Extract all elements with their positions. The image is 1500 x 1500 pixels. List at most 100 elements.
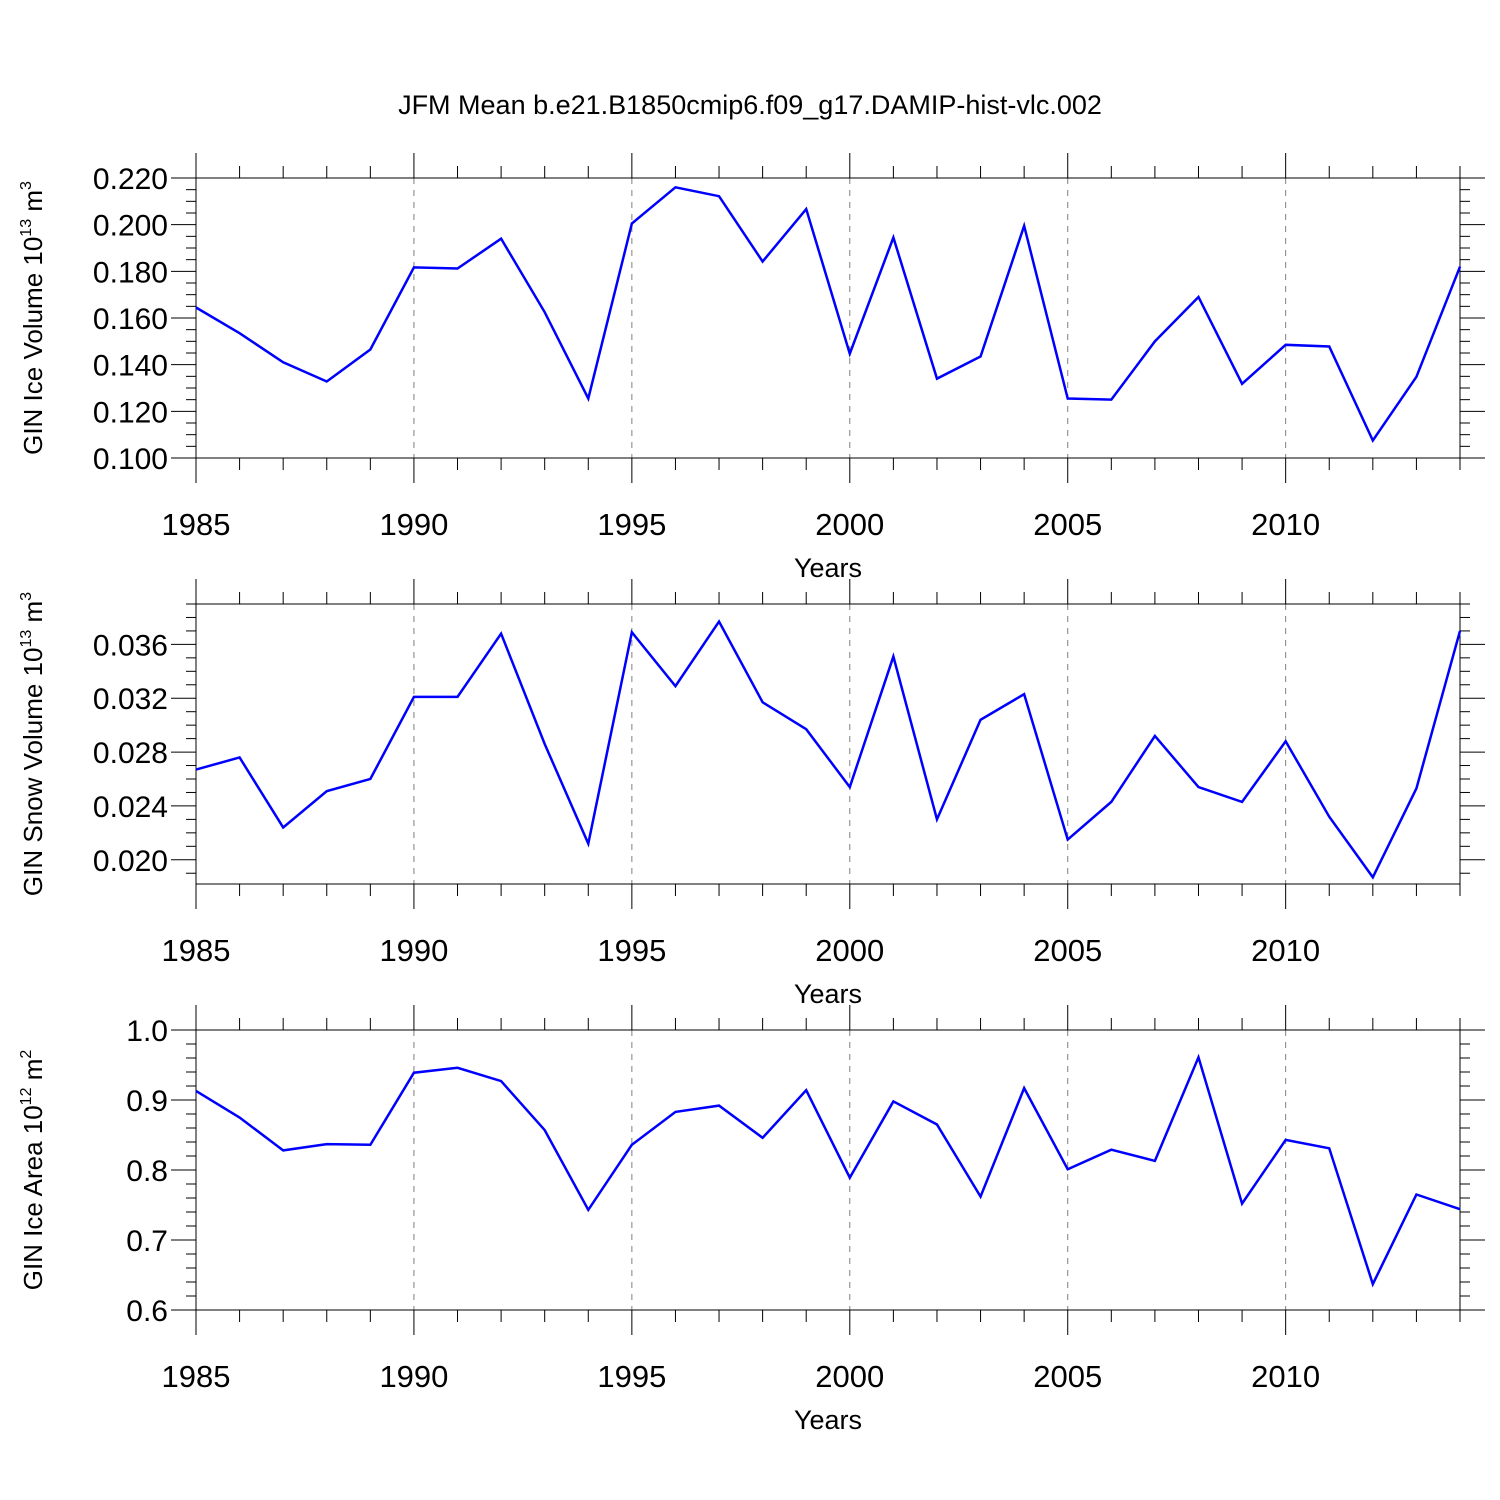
series-line <box>195 619 1462 880</box>
y-tick-label: 0.9 <box>126 1085 168 1118</box>
y-axis-label: GIN Ice Area 1012 m2 <box>18 1050 48 1291</box>
y-tick-label: 0.020 <box>93 845 168 878</box>
x-tick-label: 2000 <box>815 933 884 968</box>
data-point <box>849 353 851 355</box>
data-point <box>1154 340 1156 342</box>
data-point <box>238 332 240 334</box>
x-tick-label: 1990 <box>379 1359 448 1394</box>
data-point <box>674 186 676 188</box>
data-point <box>892 1100 894 1102</box>
data-point <box>195 1090 197 1092</box>
data-point <box>1154 735 1156 737</box>
data-point <box>936 1123 938 1125</box>
plot-frame <box>195 603 1461 885</box>
data-point <box>1415 376 1417 378</box>
data-point <box>1154 1160 1156 1162</box>
y-tick-label: 0.220 <box>93 163 168 196</box>
y-tick-label: 0.200 <box>93 210 168 243</box>
data-point <box>500 237 502 239</box>
data-point <box>1197 786 1199 788</box>
y-axis-label-exponent: 13 <box>18 630 35 648</box>
data-point <box>543 1129 545 1131</box>
x-tick-label: 1995 <box>597 507 666 542</box>
data-point <box>1110 801 1112 803</box>
x-tick-label: 1995 <box>597 1359 666 1394</box>
y-tick-label: 0.140 <box>93 350 168 383</box>
data-point <box>282 361 284 363</box>
data-point <box>1415 1193 1417 1195</box>
data-point <box>1372 1283 1374 1285</box>
x-tick-label: 1985 <box>162 933 231 968</box>
data-point <box>456 696 458 698</box>
data-point <box>1284 740 1286 742</box>
data-point <box>1328 815 1330 817</box>
data-point <box>1459 265 1461 267</box>
data-point <box>369 1144 371 1146</box>
data-point <box>413 696 415 698</box>
data-point <box>979 355 981 357</box>
y-tick-label: 0.8 <box>126 1155 168 1188</box>
data-point <box>369 348 371 350</box>
x-tick-label: 2010 <box>1251 933 1320 968</box>
data-point <box>1241 801 1243 803</box>
x-tick-label: 2000 <box>815 507 884 542</box>
data-point <box>1023 693 1025 695</box>
x-tick-label: 1990 <box>379 507 448 542</box>
panels: 0.100 0.120 0.140 0.160 0.180 0.200 0.220 1985 1… <box>18 153 1485 1435</box>
y-axis-label-unit: m <box>18 1059 48 1088</box>
x-tick-label: 1985 <box>162 1359 231 1394</box>
data-point <box>1023 225 1025 227</box>
data-point <box>1023 1087 1025 1089</box>
x-tick-label: 2005 <box>1033 933 1102 968</box>
y-axis-label-unit-exponent: 3 <box>18 592 35 601</box>
data-point <box>718 195 720 197</box>
series-line <box>195 185 1462 444</box>
y-tick-label: 0.028 <box>93 737 168 770</box>
data-point <box>1459 630 1461 632</box>
y-axis-label-exponent: 13 <box>18 219 35 237</box>
y-tick-label: 0.032 <box>93 683 168 716</box>
data-point <box>631 222 633 224</box>
data-point <box>849 1177 851 1179</box>
data-point <box>1241 383 1243 385</box>
x-tick-label: 1990 <box>379 933 448 968</box>
data-point <box>326 380 328 382</box>
y-tick-label: 0.036 <box>93 629 168 662</box>
data-point <box>195 768 197 770</box>
y-tick-label: 0.6 <box>126 1295 168 1328</box>
y-axis-label-unit-exponent: 3 <box>18 181 35 190</box>
data-point <box>1415 787 1417 789</box>
data-point <box>456 267 458 269</box>
data-point <box>805 208 807 210</box>
data-point <box>849 786 851 788</box>
y-axis-label-text: GIN Snow Volume 10 <box>18 648 48 897</box>
x-axis-label: Years <box>794 553 862 583</box>
figure-title: JFM Mean b.e21.B1850cmip6.f09_g17.DAMIP-… <box>398 90 1102 120</box>
data-point <box>674 685 676 687</box>
data-point <box>718 1104 720 1106</box>
data-point <box>195 306 197 308</box>
data-point <box>587 397 589 399</box>
data-point <box>892 655 894 657</box>
y-tick-label: 0.100 <box>93 443 168 476</box>
data-point <box>282 826 284 828</box>
x-axis-label: Years <box>794 979 862 1009</box>
panel-3: 0.6 0.7 0.8 0.9 1.0 1985 1990 1995 2000 2005 2010 Y… <box>18 1005 1485 1435</box>
x-axis-label: Years <box>794 1405 862 1435</box>
data-point <box>587 1209 589 1211</box>
data-point <box>1372 876 1374 878</box>
data-point <box>631 631 633 633</box>
y-tick-label: 0.7 <box>126 1225 168 1258</box>
data-point <box>1197 1056 1199 1058</box>
data-point <box>936 818 938 820</box>
y-axis-label: GIN Snow Volume 1013 m3 <box>18 592 48 896</box>
data-point <box>979 1195 981 1197</box>
data-point <box>282 1149 284 1151</box>
x-tick-label: 2005 <box>1033 1359 1102 1394</box>
data-point <box>1328 345 1330 347</box>
data-point <box>979 719 981 721</box>
data-point <box>1110 1149 1112 1151</box>
series-line <box>195 1053 1461 1288</box>
